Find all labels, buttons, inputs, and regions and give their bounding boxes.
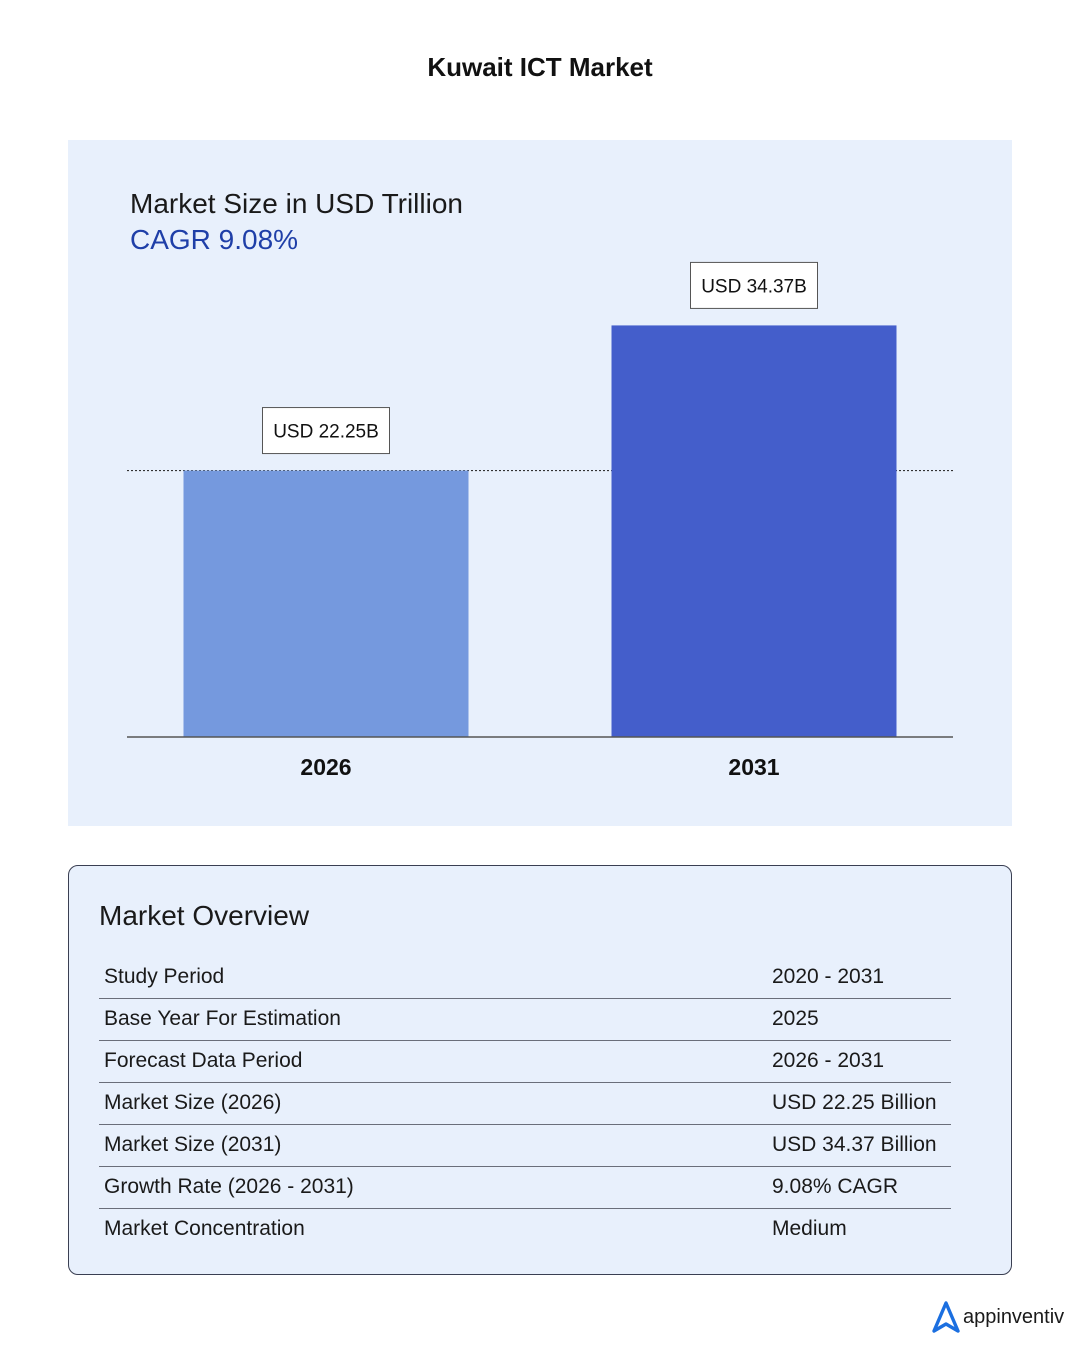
x-tick-label: 2026 [300,754,351,780]
row-value: 2025 [767,997,951,1040]
brand-logo[interactable]: appinventiv [932,1300,1064,1334]
row-label: Market Concentration [99,1207,767,1250]
bar-2031 [611,325,897,737]
table-row: Market Size (2026) USD 22.25 Billion [99,1081,951,1124]
row-label: Base Year For Estimation [99,997,767,1040]
row-label: Study Period [104,964,225,988]
row-value: 2020 - 2031 [772,964,885,988]
data-label: USD 22.25B [273,422,379,443]
table-row: Study Period 2020 - 2031 [99,956,951,998]
row-value: USD 22.25 Billion [767,1081,951,1124]
chart-title: Market Size in USD Trillion [130,188,463,219]
data-label-box [690,261,818,309]
data-label: USD 34.37B [701,276,807,297]
data-label-box [262,407,390,455]
chart-cagr: CAGR 9.08% [130,224,299,255]
table-row: Growth Rate (2026 - 2031) 9.08% CAGR [99,1165,951,1208]
overview-title: Market Overview [99,900,310,931]
table-row: Forecast Data Period 2026 - 2031 [99,1039,951,1082]
overview-table: Study Period 2020 - 2031 Base Year For E… [99,956,951,1250]
table-row: Market Concentration Medium [99,1207,951,1250]
row-value: Medium [767,1207,951,1250]
table-row: Base Year For Estimation 2025 [99,997,951,1040]
row-value: USD 34.37 Billion [767,1123,951,1166]
bar-2026 [183,470,469,737]
row-label: Forecast Data Period [99,1039,767,1082]
chart-panel: Market Size in USD Trillion CAGR 9.08% U… [68,140,1012,826]
row-label: Growth Rate (2026 - 2031) [99,1165,767,1208]
row-value: 9.08% CAGR [767,1165,951,1208]
appinventiv-logo-icon [932,1301,960,1333]
row-label: Market Size (2031) [99,1123,767,1166]
x-tick-label: 2031 [728,754,779,780]
market-overview-card: Market Overview Study Period 2020 - 2031… [68,865,1012,1275]
bar-chart: USD 22.25B 2026 USD 34.37B 2031 [127,261,953,780]
table-row: Market Size (2031) USD 34.37 Billion [99,1123,951,1166]
brand-name: appinventiv [963,1305,1065,1328]
row-value: 2026 - 2031 [767,1039,951,1082]
row-label: Market Size (2026) [99,1081,767,1124]
page-title: Kuwait ICT Market [427,52,653,82]
